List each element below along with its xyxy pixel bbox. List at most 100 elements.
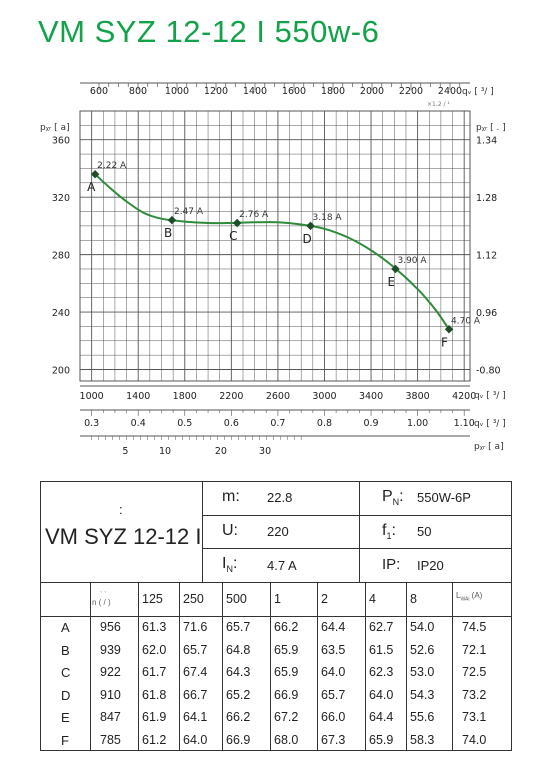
row-value: 66.2 (274, 620, 299, 634)
row-value: 53.0 (410, 665, 435, 679)
data-point-e (391, 264, 400, 274)
frequency-label-sub: 1 (386, 531, 392, 542)
data-point-a (90, 169, 100, 179)
point-letter-e: E (387, 275, 395, 289)
row-value: 71.6 (183, 620, 208, 634)
table-column-divider (406, 582, 407, 751)
current-label: IN: (222, 555, 237, 574)
x-axis-tick-label: 3800 (406, 391, 430, 402)
row-value: 64.3 (226, 665, 251, 679)
row-value: 64.8 (226, 642, 251, 657)
performance-chart: 600 800 1000 1200 1400 1600 1800 2000 2200 2400 qᵥ… (40, 82, 506, 457)
frequency-label: f1: (382, 522, 396, 541)
current-label-sub: N (226, 564, 233, 575)
header-lwa-sub: WAi (460, 596, 470, 603)
top-axis-tick-label: 2400 (438, 86, 462, 97)
row-value: 61.8 (142, 687, 167, 702)
header-frequency-4: 4 (369, 592, 376, 606)
power-label: PN: (382, 488, 404, 507)
x-axis-tick-label: 1000 (80, 391, 104, 402)
row-value: 61.5 (369, 642, 394, 657)
row-lwa: 73.1 (462, 710, 487, 724)
top-axis-tick-label: 800 (129, 86, 147, 97)
top-axis-tick-label: 1800 (321, 86, 345, 97)
voltage-value: 220 (267, 524, 289, 539)
y-axis-right-tick-label: 1.28 (476, 193, 497, 204)
row-label-f: F (61, 732, 69, 748)
velocity-axis-tick-label: 0.8 (317, 418, 332, 429)
top-axis-tick-label: 1400 (243, 86, 267, 97)
header-lwa: LWAi (A) (456, 591, 482, 603)
row-value: 62.7 (369, 620, 394, 634)
velocity-axis-tick-label: 0.6 (224, 418, 239, 429)
row-value: 68.0 (274, 732, 299, 747)
row-value: 65.9 (274, 665, 299, 679)
point-letter-b: B (164, 226, 172, 240)
row-lwa: 74.0 (462, 732, 487, 747)
table-column-divider (270, 582, 271, 751)
x-axis-tick-label: 1400 (126, 391, 150, 402)
header-frequency-500: 500 (226, 592, 247, 606)
y-axis-tick-label: 320 (52, 193, 70, 204)
velocity-axis-tick-label: 0.9 (363, 418, 378, 429)
row-value: 61.7 (142, 665, 167, 679)
top-axis-tick-label: 1000 (165, 86, 189, 97)
row-rpm: 847 (100, 710, 121, 724)
power-value: 550W-6P (417, 490, 471, 505)
row-value: 67.3 (321, 732, 346, 747)
frequency-label-colon: : (391, 522, 396, 539)
weight-value: 22.8 (267, 490, 293, 505)
velocity-axis-tick-label: 0.3 (84, 418, 99, 429)
header-frequency-1: 1 (274, 592, 281, 606)
row-value: 65.7 (226, 620, 251, 634)
row-rpm: 939 (100, 642, 121, 657)
current-label-e: 3.90 A (397, 256, 427, 266)
x-axis-tick-label: 3400 (359, 391, 383, 402)
row-value: 65.9 (369, 732, 394, 747)
row-label-a: A (61, 620, 70, 635)
x-axis-tick-label: 2600 (266, 391, 290, 402)
top-axis-tick-label: 1200 (204, 86, 228, 97)
y-axis-unit: pᵪᵣ [ a] (40, 123, 70, 133)
row-value: 61.3 (142, 620, 167, 634)
row-value: 64.0 (183, 732, 208, 747)
velocity-axis-unit: qᵥ [ ³/ ] (474, 419, 506, 429)
row-rpm: 785 (100, 732, 121, 747)
row-value: 64.0 (321, 665, 346, 679)
velocity-axis-tick-label: 0.5 (177, 418, 192, 429)
top-axis-tick-label: 2000 (360, 86, 384, 97)
row-value: 61.2 (142, 732, 167, 747)
row-value: 61.9 (142, 710, 167, 724)
row-rpm: 956 (100, 620, 121, 634)
power-label-main: P (382, 488, 393, 505)
pressure-axis-tick-label: 20 (215, 446, 227, 457)
current-label-a: 2.22 A (97, 161, 127, 171)
model-colon: : (119, 502, 123, 517)
row-value: 67.4 (183, 665, 208, 679)
row-value: 64.0 (369, 687, 394, 702)
table-column-divider (138, 582, 139, 751)
header-lwa-unit: (A) (469, 591, 483, 600)
pressure-axis-tick-label: 10 (159, 446, 171, 457)
row-label-c: C (61, 665, 71, 680)
x-axis-unit: qᵥ [ ³/ ] (474, 391, 506, 401)
voltage-label: U: (222, 522, 238, 539)
velocity-axis-tick-label: 0.4 (131, 418, 146, 429)
header-frequency-2: 2 (321, 592, 328, 606)
table-header-divider (41, 616, 512, 617)
row-value: 55.6 (410, 710, 435, 724)
top-axis-unit: qᵥ [ ³/ ] (462, 87, 494, 97)
x-axis-tick-label: 4200 (452, 391, 476, 402)
current-label-b: 2.47 A (174, 207, 204, 217)
row-value: 64.4 (321, 620, 346, 634)
top-axis-tick-label: 2200 (399, 86, 423, 97)
header-frequency-125: 125 (142, 592, 163, 606)
power-label-sub: N (392, 497, 400, 508)
ip-label: IP: (382, 556, 401, 573)
row-value: 63.5 (321, 642, 346, 657)
y-axis-right-tick-label: 1.34 (476, 136, 497, 147)
row-value: 67.2 (274, 710, 299, 724)
current-label-f: 4.70 A (451, 316, 481, 326)
y-axis-right-tick-label: 1.12 (476, 251, 497, 262)
data-point-c (232, 218, 242, 228)
